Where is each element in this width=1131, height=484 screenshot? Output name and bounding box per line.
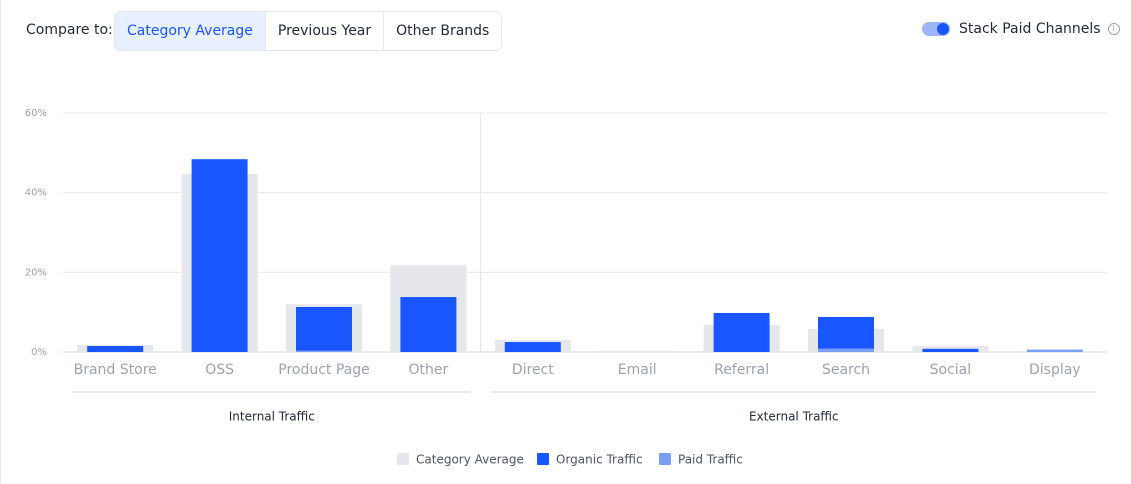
organic-bar [191,159,248,352]
x-tick-label: Display [1029,362,1081,378]
legend-label: Category Average [416,453,524,467]
x-tick-label: Direct [512,362,554,378]
x-tick-label: Email [618,362,657,378]
organic-bar [400,297,457,352]
x-tick-label: Referral [714,362,769,378]
compare-label: Compare to: [26,22,113,38]
legend-label: Organic Traffic [556,453,643,467]
legend-label: Paid Traffic [678,453,743,467]
x-tick-label: Social [930,362,972,378]
category-average-bar [599,350,676,352]
organic-bar [504,342,561,352]
segment-button[interactable]: Category Average [115,12,265,50]
toggle-knob [937,23,949,35]
y-tick-label: 40% [25,188,47,199]
x-tick-label: Product Page [278,362,370,378]
group-label: External Traffic [749,410,839,424]
organic-bar [296,306,352,351]
paid-bar [1026,349,1083,352]
info-icon[interactable]: i [1107,23,1120,35]
organic-bar [922,348,979,352]
y-tick-label: 0% [31,347,47,358]
x-tick-label: Search [822,362,870,378]
x-tick-label: Other [409,362,449,378]
x-tick-label: OSS [205,362,234,378]
toggle-label: Stack Paid Channels [959,21,1101,37]
organic-bar [713,312,770,352]
y-tick-label: 60% [25,108,47,119]
segment-button[interactable]: Other Brands [383,12,501,50]
segment-button[interactable]: Previous Year [264,12,383,50]
group-label: Internal Traffic [229,410,315,424]
toolbar: Compare to: Category Average Previous Yea… [1,0,1131,60]
legend-swatch [537,453,549,465]
paid-bar [296,350,352,352]
toggle[interactable] [922,22,950,36]
organic-bar [818,316,874,349]
y-tick-label: 20% [25,267,47,278]
legend-swatch [397,453,409,465]
paid-bar [818,348,874,352]
toggle-group: Stack Paid Channels i [922,21,1120,37]
x-tick-label: Brand Store [74,362,157,378]
organic-bar [87,346,144,352]
segmented-control: Category Average Previous Year Other Brand… [114,11,503,51]
legend-swatch [659,453,671,465]
